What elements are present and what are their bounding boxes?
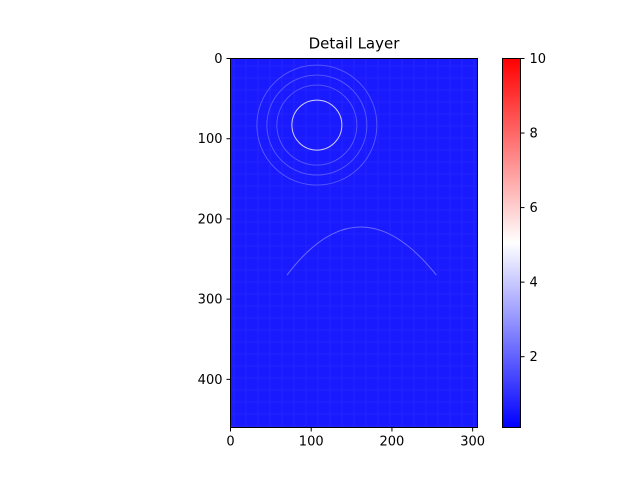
y-tick-label: 200 <box>198 212 223 227</box>
colorbar-tick-label: 4 <box>530 276 538 291</box>
x-tick-label: 100 <box>299 435 324 450</box>
y-tick-label: 100 <box>198 132 223 147</box>
detail-ring <box>256 64 378 186</box>
y-axis: 0 100 200 300 400 <box>198 52 231 388</box>
x-tick-label: 0 <box>226 435 234 450</box>
heatmap-image <box>230 58 478 428</box>
y-tick-label: 0 <box>214 52 222 67</box>
heatmap-field <box>230 58 478 428</box>
chart-title: Detail Layer <box>309 35 401 53</box>
colorbar-tick-label: 2 <box>530 350 538 365</box>
colorbar-tick-label: 6 <box>530 201 538 216</box>
detail-ring <box>291 99 343 151</box>
detail-ring <box>266 74 368 176</box>
x-tick-label: 200 <box>380 435 405 450</box>
colorbar <box>502 58 521 428</box>
x-tick-label: 300 <box>460 435 485 450</box>
plot-frame <box>230 58 478 428</box>
y-tick-label: 300 <box>198 293 223 308</box>
detail-arch <box>286 226 437 276</box>
colorbar-gradient <box>502 58 521 428</box>
x-axis: 0 100 200 300 <box>226 427 485 450</box>
y-tick-label: 400 <box>198 373 223 388</box>
colorbar-axis: 2 4 6 8 10 <box>520 52 547 365</box>
colorbar-tick-label: 8 <box>530 127 538 142</box>
detail-ring <box>276 84 358 166</box>
colorbar-tick-label: 10 <box>530 52 547 67</box>
